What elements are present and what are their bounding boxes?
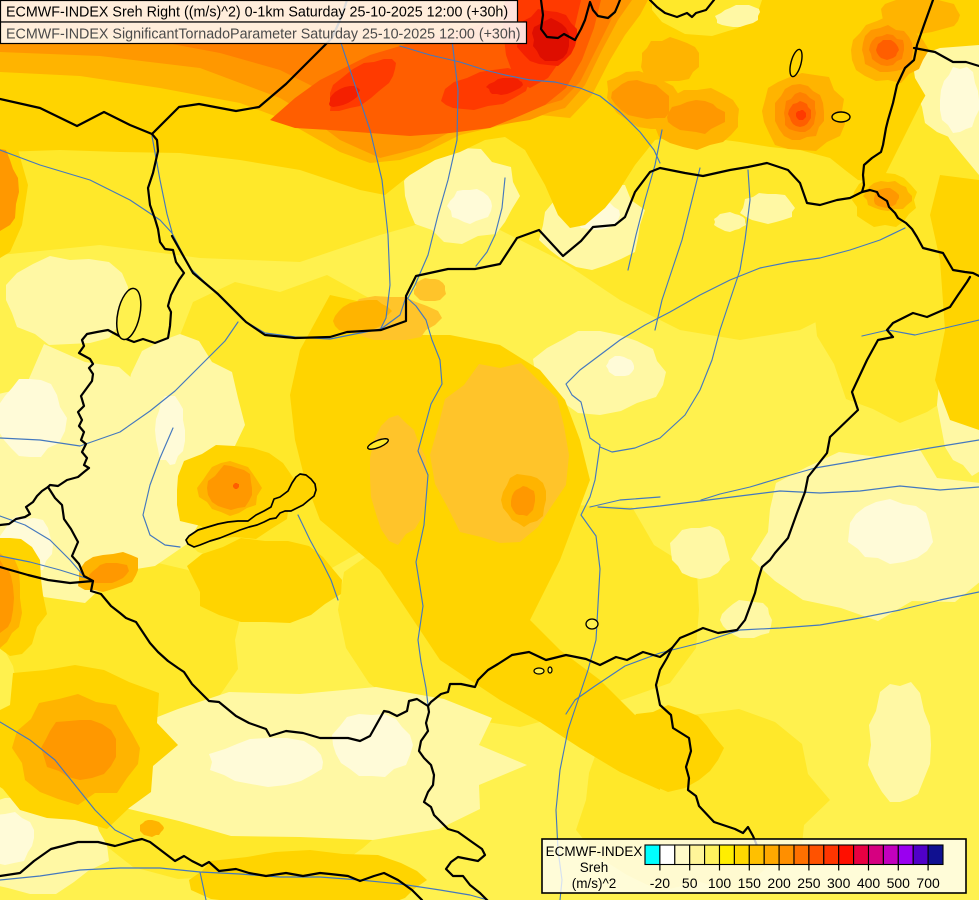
svg-text:150: 150 [738, 875, 762, 891]
svg-text:Sreh: Sreh [580, 860, 609, 875]
svg-text:200: 200 [767, 875, 791, 891]
svg-text:ECMWF-INDEX: ECMWF-INDEX [546, 844, 643, 859]
svg-text:400: 400 [857, 875, 881, 891]
svg-text:250: 250 [797, 875, 821, 891]
svg-text:ECMWF-INDEX SignificantTornado: ECMWF-INDEX SignificantTornadoParameter … [6, 27, 521, 43]
svg-text:ECMWF-INDEX Sreh Right ((m/s)^: ECMWF-INDEX Sreh Right ((m/s)^2) 0-1km S… [6, 5, 508, 21]
svg-text:300: 300 [827, 875, 851, 891]
svg-text:700: 700 [916, 875, 940, 891]
svg-text:500: 500 [887, 875, 911, 891]
svg-text:50: 50 [682, 875, 698, 891]
svg-text:(m/s)^2: (m/s)^2 [572, 876, 617, 891]
svg-text:-20: -20 [650, 875, 670, 891]
svg-text:100: 100 [708, 875, 732, 891]
